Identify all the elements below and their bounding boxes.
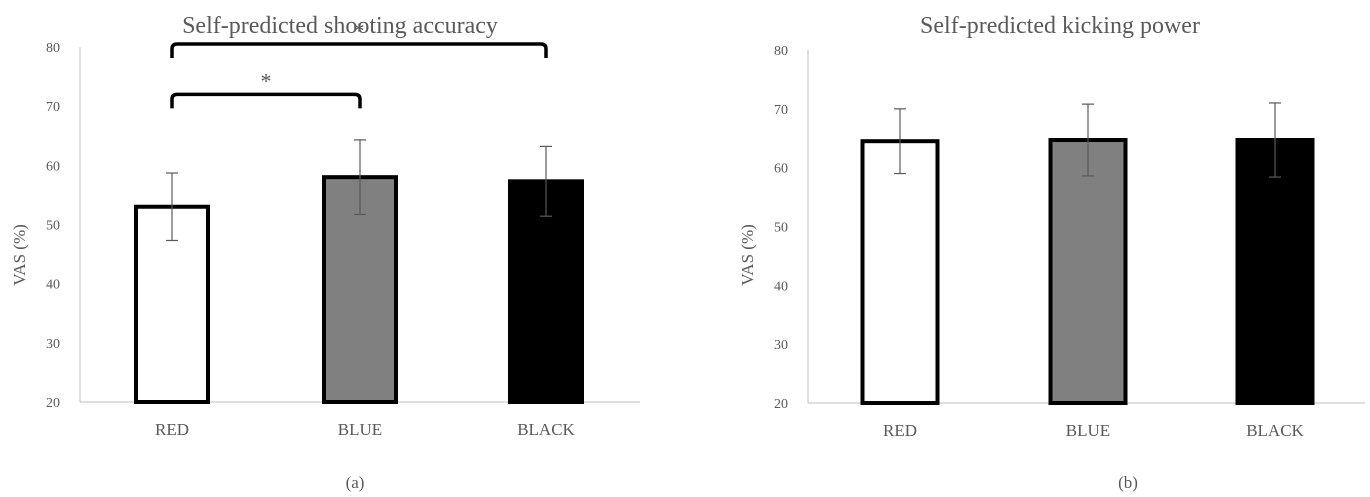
y-tick-label: 80: [46, 41, 60, 56]
y-tick-label: 40: [774, 279, 788, 294]
significance-brackets: **: [170, 18, 548, 109]
y-axis-label: VAS (%): [10, 224, 29, 286]
significance-label: *: [261, 68, 272, 93]
chart-panel-a: Self-predicted shooting accuracy VAS (%)…: [10, 13, 640, 492]
bar: [1235, 138, 1315, 405]
y-tick-label: 70: [774, 103, 788, 118]
chart-title: Self-predicted kicking power: [920, 13, 1200, 39]
y-tick-label: 30: [46, 337, 60, 352]
bar: [508, 179, 584, 404]
y-tick-label: 30: [774, 338, 788, 353]
y-tick-label: 80: [774, 44, 788, 59]
bars: RED BLUE BLACK: [860, 102, 1315, 440]
bar: [860, 139, 940, 405]
chart-title: Self-predicted shooting accuracy: [182, 13, 498, 39]
y-tick-label: 50: [774, 221, 788, 236]
y-tick-label: 50: [46, 219, 60, 234]
significance-bracket: [170, 92, 362, 109]
x-tick-label: BLUE: [1066, 421, 1110, 440]
significance-bracket: [170, 42, 548, 59]
panel-label: (b): [1118, 473, 1138, 492]
y-tick-label: 20: [774, 397, 788, 412]
significance-label: *: [354, 18, 365, 43]
x-tick-label: BLACK: [1246, 421, 1304, 440]
y-tick-label: 70: [46, 100, 60, 115]
panel-label: (a): [346, 473, 365, 492]
bars: RED BLUE BLACK: [134, 139, 584, 439]
y-axis-label: VAS (%): [738, 224, 757, 286]
x-tick-label: RED: [155, 420, 189, 439]
x-tick-label: BLACK: [517, 420, 575, 439]
y-tick-label: 20: [46, 396, 60, 411]
y-tick-label: 60: [46, 159, 60, 174]
x-tick-label: RED: [883, 421, 917, 440]
chart-panel-b: Self-predicted kicking power VAS (%) (b)…: [738, 13, 1365, 492]
bar: [1048, 138, 1128, 405]
y-tick-label: 60: [774, 162, 788, 177]
y-tick-label: 40: [46, 278, 60, 293]
x-tick-label: BLUE: [338, 420, 382, 439]
